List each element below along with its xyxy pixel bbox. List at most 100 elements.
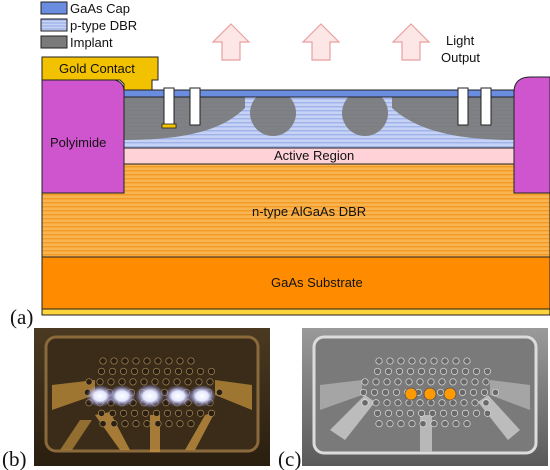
hole (460, 399, 468, 407)
implant-left (124, 97, 245, 140)
legend-label-p-dbr: p-type DBR (70, 18, 137, 33)
hole (469, 388, 478, 396)
photo-lasing (34, 328, 270, 466)
legend-swatch-p-dbr (40, 18, 68, 32)
up-arrow-icon (211, 23, 251, 61)
hole (438, 399, 446, 407)
hole (107, 378, 115, 386)
hole (450, 367, 459, 375)
hole (372, 399, 380, 407)
hole (408, 420, 416, 428)
hole (408, 357, 416, 365)
light-output-arrows (211, 23, 431, 61)
hole (359, 388, 368, 396)
legend: GaAs Cap p-type DBR Implant (40, 1, 137, 50)
hole (463, 357, 471, 365)
trench (189, 87, 201, 126)
hole (386, 357, 394, 365)
hole (471, 378, 479, 386)
hole (449, 399, 457, 407)
hole (406, 367, 415, 375)
gaas-substrate-layer (41, 256, 550, 310)
legend-label-implant: Implant (70, 35, 113, 50)
up-arrow-icon (301, 23, 341, 61)
hole (143, 420, 151, 428)
hole (154, 420, 162, 428)
hole (428, 367, 437, 375)
hole (195, 378, 203, 386)
hole (121, 420, 129, 428)
hole (427, 399, 435, 407)
hole (196, 409, 205, 417)
hole (483, 367, 492, 375)
lasing-spots (86, 384, 216, 408)
hole (460, 378, 468, 386)
hole (215, 388, 224, 396)
hole (436, 388, 445, 396)
light-output-label-2: Output (441, 50, 480, 65)
hole (185, 409, 194, 417)
polyimide-label: Polyimide (50, 135, 106, 150)
n-dbr-layer (41, 163, 550, 258)
hole (207, 367, 216, 375)
hole (419, 357, 427, 365)
hole (397, 357, 405, 365)
hole (173, 378, 181, 386)
implant-center-left (250, 90, 296, 136)
hole (439, 409, 448, 417)
hole (110, 357, 118, 365)
trench (480, 87, 492, 126)
hole (384, 409, 393, 417)
hole (461, 367, 470, 375)
trench (457, 87, 469, 126)
hole (141, 409, 150, 417)
hole (383, 378, 391, 386)
hole (405, 399, 413, 407)
hole (370, 388, 379, 396)
hole (99, 420, 107, 428)
hole (108, 409, 117, 417)
hole (458, 388, 467, 396)
hole (118, 378, 126, 386)
hole (406, 409, 415, 417)
hole (472, 367, 481, 375)
hole (96, 378, 104, 386)
hole (417, 367, 426, 375)
hole (397, 420, 405, 428)
hole (152, 409, 161, 417)
hole (438, 378, 446, 386)
hole (119, 409, 128, 417)
hole (394, 378, 402, 386)
hole (392, 388, 401, 396)
hole (373, 409, 382, 417)
hole (143, 357, 151, 365)
legend-swatch-implant (40, 35, 68, 49)
hole (482, 378, 490, 386)
hole (151, 378, 159, 386)
hole (395, 367, 404, 375)
hole (375, 357, 383, 365)
hole (184, 378, 192, 386)
hole (419, 420, 427, 428)
hole (472, 409, 481, 417)
cross-section: Gold Contact Polyimide Light Output Acti… (41, 23, 550, 316)
hole (383, 399, 391, 407)
hole (141, 367, 150, 375)
hole (130, 409, 139, 417)
hole (394, 399, 402, 407)
hole (361, 399, 369, 407)
hole (449, 378, 457, 386)
hole (427, 378, 435, 386)
hole (152, 367, 161, 375)
hole (119, 367, 128, 375)
hole (132, 357, 140, 365)
hole (154, 357, 162, 365)
gold-contact (41, 56, 159, 91)
n-dbr-label: n-type AlGaAs DBR (252, 204, 366, 219)
hole (108, 367, 117, 375)
panel-label-c: (c) (278, 447, 301, 470)
hole (373, 367, 382, 375)
hole (417, 409, 426, 417)
hole (99, 357, 107, 365)
hole (187, 420, 195, 428)
